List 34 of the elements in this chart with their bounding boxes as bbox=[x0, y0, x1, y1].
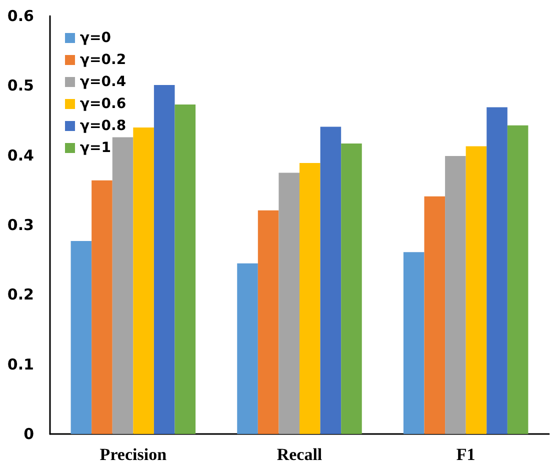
y-tick-label: 0.2 bbox=[7, 286, 34, 304]
bar bbox=[112, 137, 134, 434]
legend-label: γ=0.4 bbox=[80, 74, 126, 90]
bar bbox=[320, 126, 342, 434]
bar bbox=[258, 210, 279, 434]
bar bbox=[174, 104, 196, 434]
bar bbox=[92, 180, 112, 434]
bar bbox=[341, 143, 362, 434]
bar bbox=[507, 125, 528, 434]
y-tick-label: 0.5 bbox=[7, 76, 34, 95]
x-tick-label: Precision bbox=[100, 445, 168, 464]
y-tick-label: 0 bbox=[24, 425, 34, 443]
bar bbox=[300, 162, 320, 434]
bar bbox=[70, 241, 92, 434]
bar bbox=[278, 172, 300, 434]
bar bbox=[403, 252, 424, 434]
y-tick-label: 0.1 bbox=[7, 355, 34, 374]
bar bbox=[133, 127, 154, 434]
bar bbox=[445, 156, 466, 434]
legend-label: γ=0.8 bbox=[80, 118, 126, 134]
bar bbox=[237, 263, 258, 434]
y-tick-label: 0.3 bbox=[7, 216, 34, 234]
bar bbox=[466, 146, 487, 434]
y-tick-label: 0.4 bbox=[7, 146, 34, 164]
legend-label: γ=1 bbox=[80, 140, 112, 156]
legend-label: γ=0.2 bbox=[80, 52, 126, 68]
y-tick-label: 0.6 bbox=[7, 7, 34, 25]
bar bbox=[424, 196, 446, 434]
x-tick-label: Recall bbox=[276, 445, 322, 464]
x-tick-label: F1 bbox=[456, 445, 476, 464]
bar bbox=[486, 107, 508, 434]
legend-label: γ=0.6 bbox=[80, 96, 126, 112]
bar bbox=[154, 84, 175, 434]
legend-label: γ=0 bbox=[80, 30, 112, 46]
